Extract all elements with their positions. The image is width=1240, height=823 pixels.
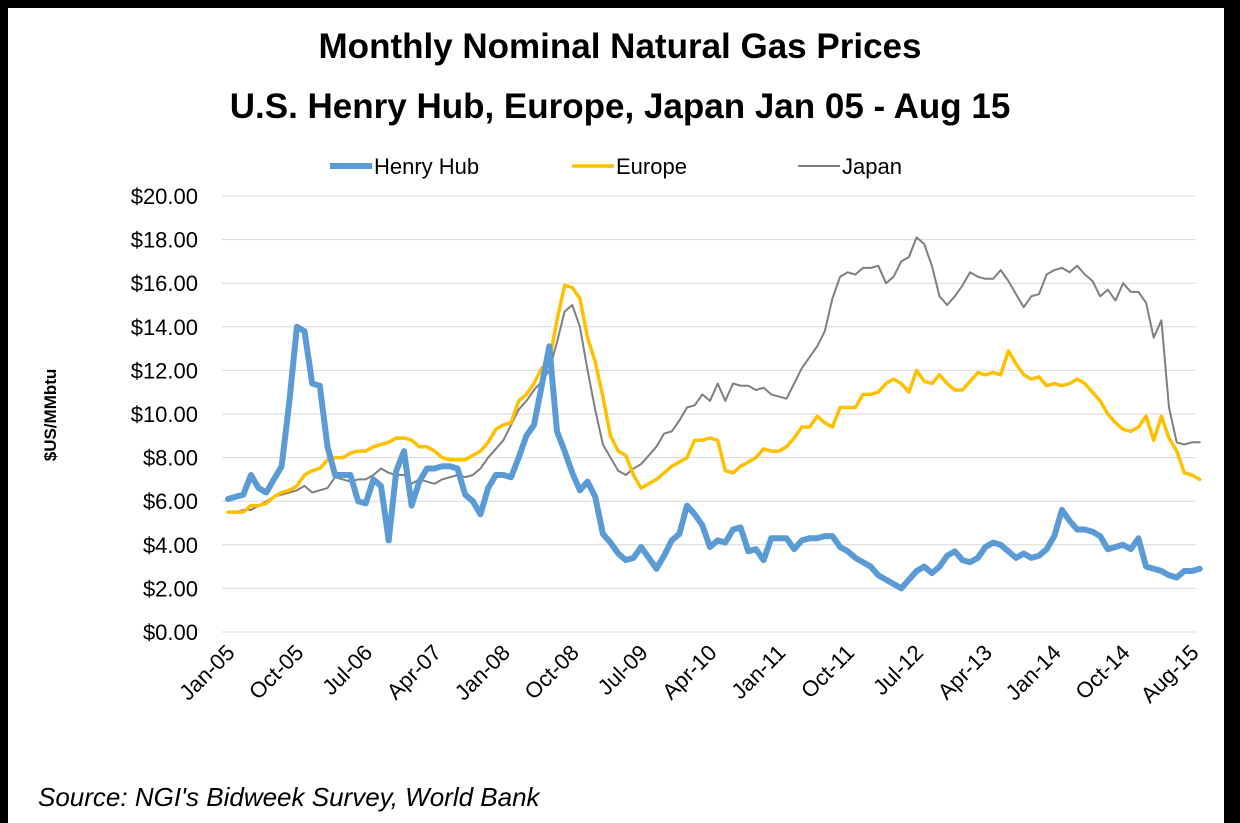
chart-subtitle: U.S. Henry Hub, Europe, Japan Jan 05 - A… — [230, 87, 1011, 126]
chart-title: Monthly Nominal Natural Gas Prices — [319, 27, 922, 66]
legend-label: Europe — [616, 154, 687, 179]
legend-label: Henry Hub — [374, 154, 479, 179]
series-line — [227, 236, 1201, 514]
y-tick-label: $8.00 — [143, 446, 198, 471]
y-tick-label: $4.00 — [143, 533, 198, 558]
y-tick-label: $16.00 — [131, 271, 198, 296]
y-tick-label: $20.00 — [131, 184, 198, 209]
y-tick-label: $10.00 — [131, 402, 198, 427]
y-tick-label: $6.00 — [143, 489, 198, 514]
y-tick-label: $14.00 — [131, 315, 198, 340]
y-tick-label: $0.00 — [143, 620, 198, 645]
y-tick-label: $18.00 — [131, 228, 198, 253]
y-axis-label: $US/MMbtu — [41, 369, 60, 462]
frame-edge — [1228, 0, 1240, 823]
series-line — [226, 283, 1202, 514]
legend-label: Japan — [842, 154, 902, 179]
series-line — [225, 323, 1203, 592]
y-tick-label: $12.00 — [131, 358, 198, 383]
source-note: Source: NGI's Bidweek Survey, World Bank — [38, 782, 542, 812]
y-tick-label: $2.00 — [143, 576, 198, 601]
